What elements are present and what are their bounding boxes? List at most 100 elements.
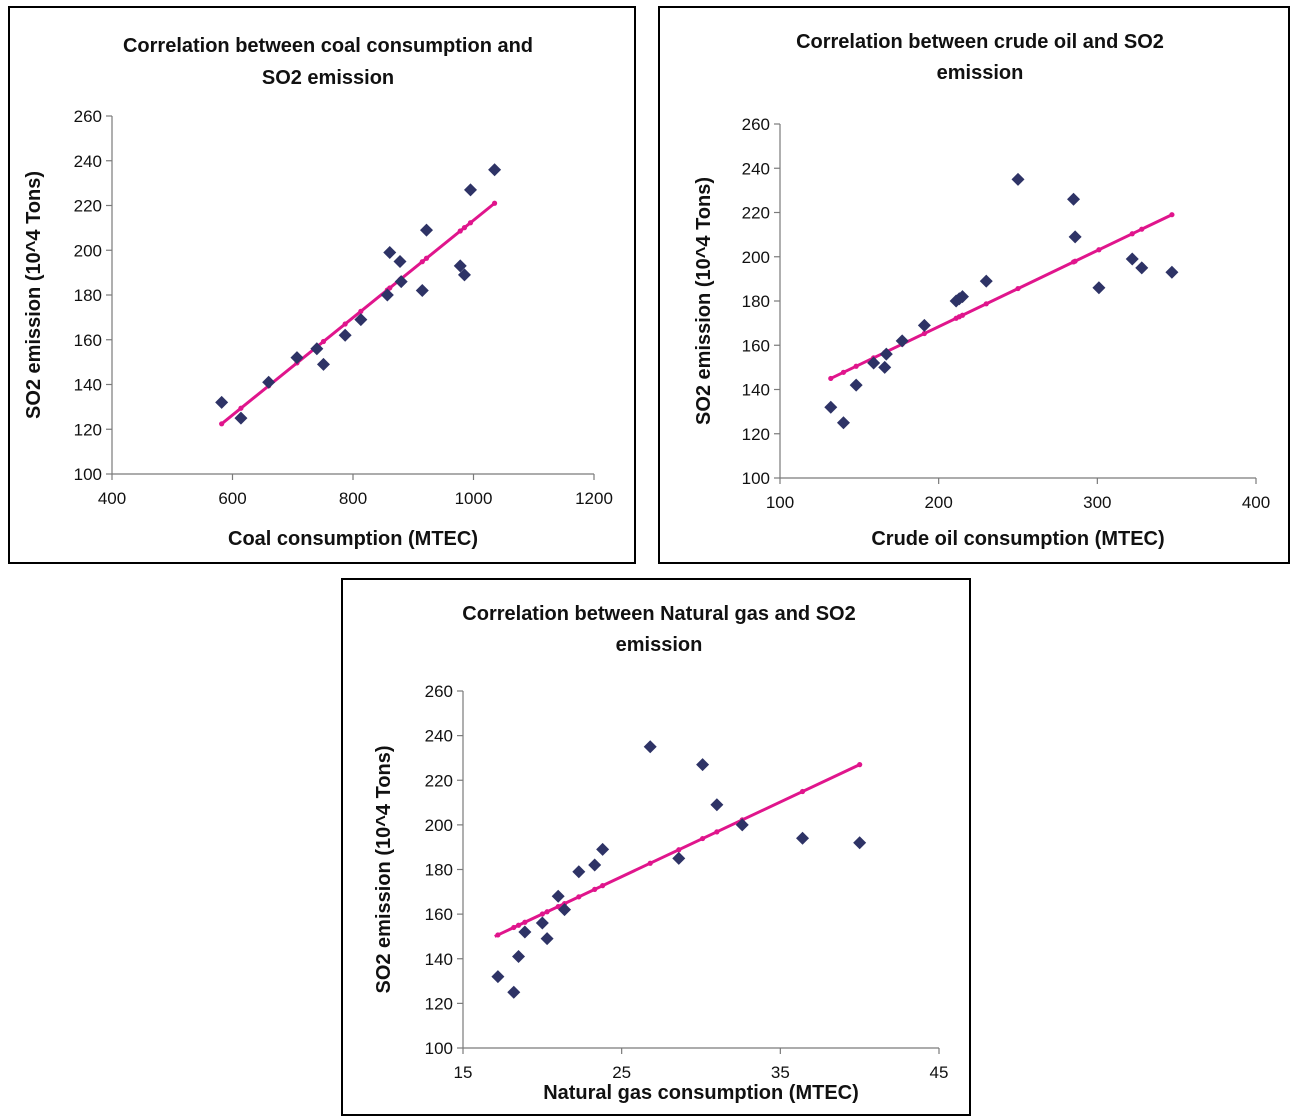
data-point xyxy=(672,851,686,865)
trendline-marker xyxy=(699,835,706,842)
chart-coal-panel: Correlation between coal consumption and… xyxy=(8,6,636,564)
trendline-marker xyxy=(799,788,806,795)
trendline-marker xyxy=(828,375,834,382)
x-tick-label: 1000 xyxy=(455,489,493,508)
trendline-marker xyxy=(495,932,501,938)
trendline-marker xyxy=(358,308,364,314)
data-point xyxy=(849,378,863,392)
data-point xyxy=(535,916,549,930)
data-point xyxy=(836,416,850,430)
y-axis-label: SO2 emission (10^4 Tons) xyxy=(373,745,395,993)
data-point xyxy=(1092,281,1106,295)
chart-natural-gas: Correlation between Natural gas and SO2 e… xyxy=(373,603,949,1104)
data-point xyxy=(853,836,867,850)
data-point xyxy=(955,290,969,304)
data-point xyxy=(453,259,467,273)
chart-title-line-1: Correlation between Natural gas and SO2 xyxy=(462,603,855,625)
data-point xyxy=(588,858,602,872)
data-point xyxy=(1125,252,1139,266)
y-tick-label: 100 xyxy=(425,1039,453,1058)
trendline-marker xyxy=(387,285,393,291)
y-axis-label: SO2 emission (10^4 Tons) xyxy=(23,171,45,419)
trendline-marker xyxy=(576,894,582,900)
trendline-marker xyxy=(467,220,474,226)
y-tick-label: 160 xyxy=(742,336,770,355)
trendline-marker xyxy=(853,363,859,369)
trendline-marker xyxy=(238,405,244,411)
x-axis-label: Natural gas consumption (MTEC) xyxy=(543,1082,859,1104)
data-point xyxy=(394,275,408,289)
y-tick-label: 240 xyxy=(742,159,770,178)
data-point xyxy=(310,342,324,356)
y-tick-label: 180 xyxy=(742,292,770,311)
x-tick-label: 35 xyxy=(771,1063,790,1082)
y-tick-label: 220 xyxy=(742,204,770,223)
y-tick-label: 120 xyxy=(742,425,770,444)
chart-title-line-1: Correlation between crude oil and SO2 xyxy=(796,31,1164,53)
x-tick-label: 400 xyxy=(98,489,126,508)
x-tick-label: 600 xyxy=(218,489,246,508)
y-tick-label: 140 xyxy=(742,381,770,400)
data-point xyxy=(572,865,586,879)
chart-title-line-1: Correlation between coal consumption and xyxy=(123,35,533,57)
trendline-marker xyxy=(219,421,225,427)
data-point xyxy=(290,351,304,365)
data-point xyxy=(457,268,471,282)
chart-title-line-2: SO2 emission xyxy=(262,67,394,89)
trendline-marker xyxy=(342,321,348,327)
chart-coal: Correlation between coal consumption and… xyxy=(23,35,613,550)
data-point xyxy=(512,950,526,964)
y-tick-label: 180 xyxy=(425,861,453,880)
trendline-marker xyxy=(647,860,653,866)
data-point xyxy=(551,889,565,903)
trendline-marker xyxy=(676,847,682,853)
data-point xyxy=(879,347,893,361)
y-tick-label: 200 xyxy=(742,248,770,267)
y-tick-label: 240 xyxy=(425,727,453,746)
data-point xyxy=(979,274,993,288)
trendline-marker xyxy=(600,883,606,889)
y-tick-label: 240 xyxy=(74,152,102,171)
trendline-marker xyxy=(857,762,863,768)
trendline-marker xyxy=(1072,258,1078,264)
y-tick-label: 140 xyxy=(74,376,102,395)
trendline-marker xyxy=(511,924,517,931)
x-tick-label: 1200 xyxy=(575,489,613,508)
data-point xyxy=(463,183,477,197)
data-point xyxy=(1011,172,1025,186)
data-point xyxy=(507,985,521,999)
trendline-marker xyxy=(491,200,498,206)
data-point xyxy=(234,411,248,425)
trendline-marker xyxy=(983,301,989,307)
trendline-marker xyxy=(840,369,847,375)
trendline-marker xyxy=(457,228,463,234)
trendline-marker xyxy=(714,829,720,835)
y-tick-label: 220 xyxy=(425,771,453,790)
y-tick-label: 200 xyxy=(74,241,102,260)
x-tick-label: 45 xyxy=(930,1063,949,1082)
trendline-marker xyxy=(515,922,522,928)
data-point xyxy=(383,245,397,259)
x-tick-label: 300 xyxy=(1083,493,1111,512)
y-tick-label: 120 xyxy=(74,420,102,439)
data-point xyxy=(824,400,838,414)
trendline-marker xyxy=(544,909,550,915)
y-tick-label: 160 xyxy=(425,905,453,924)
data-point xyxy=(518,925,532,939)
trendline-marker xyxy=(592,886,598,892)
trendline-marker xyxy=(921,330,927,337)
data-point xyxy=(415,284,429,298)
data-point xyxy=(1135,261,1149,275)
data-point xyxy=(895,334,909,348)
data-point xyxy=(867,356,881,370)
trendline-marker xyxy=(522,919,528,925)
x-tick-label: 800 xyxy=(339,489,367,508)
data-point xyxy=(420,223,434,237)
data-point xyxy=(1165,265,1179,279)
trendline-marker xyxy=(1096,247,1102,253)
y-tick-label: 160 xyxy=(74,331,102,350)
trendline xyxy=(219,202,496,426)
data-point xyxy=(735,818,749,832)
y-tick-label: 140 xyxy=(425,950,453,969)
x-tick-label: 25 xyxy=(612,1063,631,1082)
